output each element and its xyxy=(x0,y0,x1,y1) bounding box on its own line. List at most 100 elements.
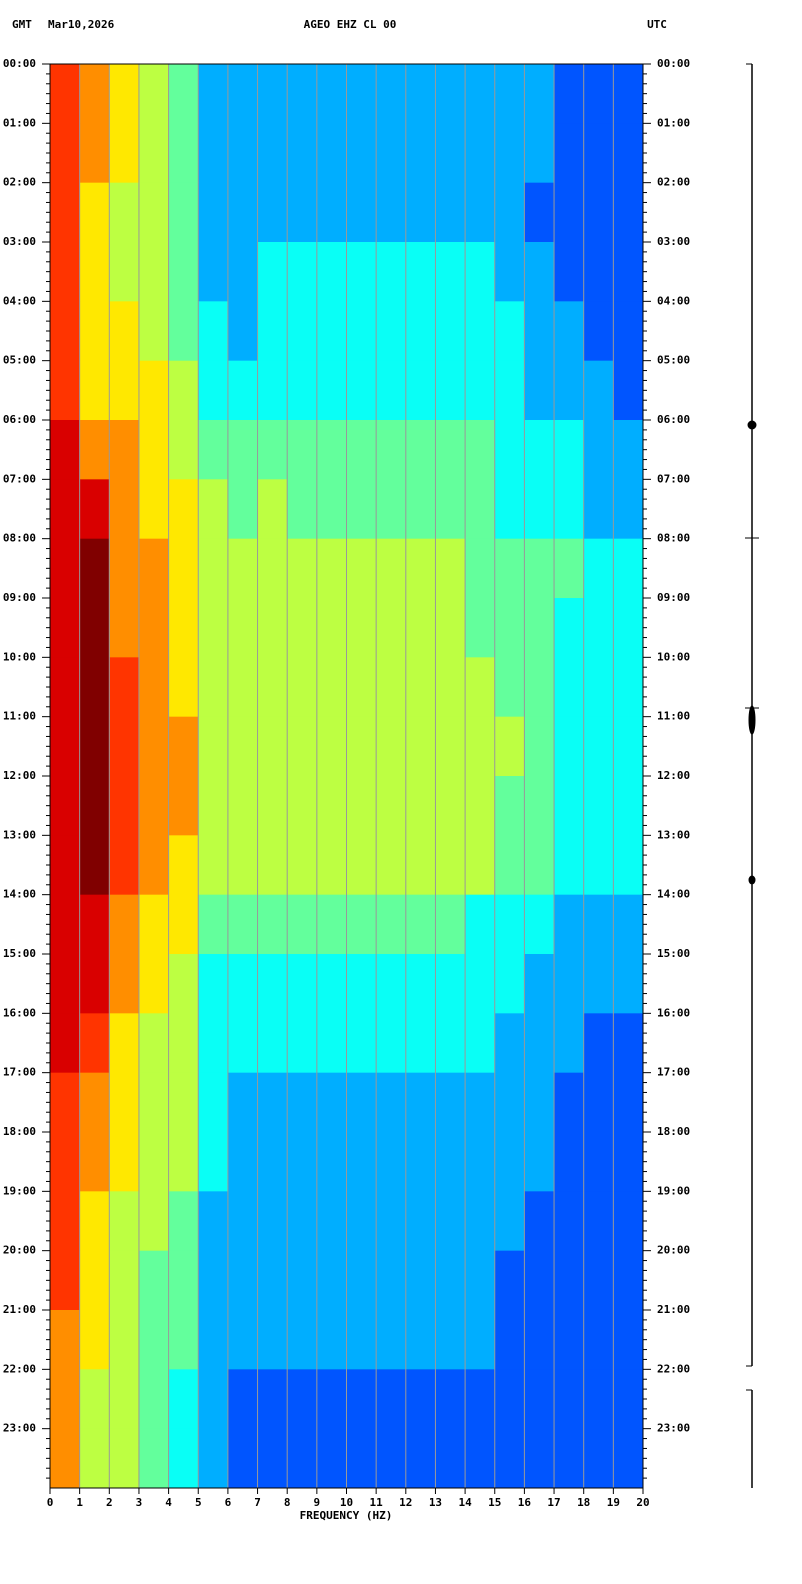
cell xyxy=(524,360,555,421)
y-tick-label: 06:00 xyxy=(3,413,36,426)
cell xyxy=(583,301,614,362)
cell xyxy=(613,657,644,718)
y-tick-label-right: 17:00 xyxy=(657,1066,690,1079)
cell xyxy=(198,598,229,658)
cell xyxy=(405,1428,436,1489)
cell xyxy=(138,1072,170,1133)
cell xyxy=(316,1132,347,1192)
cell xyxy=(465,1013,496,1074)
cell xyxy=(257,123,288,184)
cell xyxy=(109,538,140,599)
cell xyxy=(405,301,436,362)
cell xyxy=(168,1369,199,1430)
cell xyxy=(316,182,347,243)
cell xyxy=(109,1310,140,1370)
x-tick-label: 4 xyxy=(165,1496,172,1509)
cell xyxy=(465,776,496,836)
cell xyxy=(465,1428,496,1489)
cell xyxy=(405,479,436,540)
cell xyxy=(168,657,199,718)
cell xyxy=(465,598,496,658)
cell xyxy=(405,1013,436,1074)
cell xyxy=(465,1250,496,1311)
cell xyxy=(465,954,496,1014)
cell xyxy=(287,894,318,955)
cell xyxy=(613,716,644,777)
cell xyxy=(554,954,585,1014)
x-tick-label: 11 xyxy=(370,1496,384,1509)
cell xyxy=(227,954,259,1014)
cell xyxy=(109,657,140,718)
plot-frame xyxy=(49,63,644,1489)
cell xyxy=(554,1428,585,1489)
cell xyxy=(435,598,466,658)
cell xyxy=(287,1191,318,1252)
cell xyxy=(494,1310,525,1370)
cell xyxy=(583,894,614,955)
y-tick-label: 14:00 xyxy=(3,888,36,901)
cell xyxy=(168,64,199,124)
cell xyxy=(524,1132,555,1192)
cell xyxy=(50,182,81,243)
cell xyxy=(494,182,525,243)
cell xyxy=(494,1013,525,1074)
cell xyxy=(376,420,407,480)
cell xyxy=(316,242,347,302)
cell xyxy=(376,301,407,362)
cell xyxy=(257,776,288,836)
cell xyxy=(138,657,170,718)
cell xyxy=(376,1428,407,1489)
cell xyxy=(583,123,614,184)
cell xyxy=(583,64,614,124)
cell xyxy=(198,301,229,362)
cell xyxy=(138,1369,170,1430)
cell xyxy=(405,598,436,658)
cell xyxy=(583,479,614,540)
cell xyxy=(465,894,496,955)
cell xyxy=(465,301,496,362)
x-tick-label: 19 xyxy=(607,1496,620,1509)
cell xyxy=(613,360,644,421)
cell xyxy=(435,182,466,243)
cell xyxy=(435,776,466,836)
date: Mar10,2026 xyxy=(48,18,115,31)
cell xyxy=(109,894,140,955)
cell xyxy=(227,242,259,302)
cell xyxy=(554,1132,585,1192)
cell xyxy=(613,894,644,955)
cell xyxy=(376,538,407,599)
cell xyxy=(138,1013,170,1074)
cell xyxy=(435,954,466,1014)
cell xyxy=(613,1310,644,1370)
cell xyxy=(138,716,170,777)
cell xyxy=(50,360,81,421)
cell xyxy=(316,1310,347,1370)
cell xyxy=(405,123,436,184)
cell xyxy=(376,776,407,836)
cell xyxy=(346,1310,377,1370)
cell xyxy=(109,954,140,1014)
cell xyxy=(346,598,377,658)
y-tick-label: 03:00 xyxy=(3,235,36,248)
y-tick-label-right: 22:00 xyxy=(657,1362,690,1375)
cell xyxy=(138,776,170,836)
cell xyxy=(583,954,614,1014)
cell xyxy=(405,1310,436,1370)
cell xyxy=(50,954,81,1014)
cell xyxy=(50,64,81,124)
cell xyxy=(405,1132,436,1192)
y-tick-label-right: 11:00 xyxy=(657,710,690,723)
cell xyxy=(79,598,110,658)
cell xyxy=(316,657,347,718)
cell xyxy=(138,242,170,302)
cell xyxy=(287,64,318,124)
cell xyxy=(138,420,170,480)
y-tick-label-right: 21:00 xyxy=(657,1303,690,1316)
cell xyxy=(79,716,110,777)
cell xyxy=(376,835,407,896)
cell xyxy=(465,1191,496,1252)
cell xyxy=(613,1250,644,1311)
chart-title: AGEO EHZ CL 00 xyxy=(304,18,397,31)
cell xyxy=(465,182,496,243)
cell xyxy=(494,64,525,124)
